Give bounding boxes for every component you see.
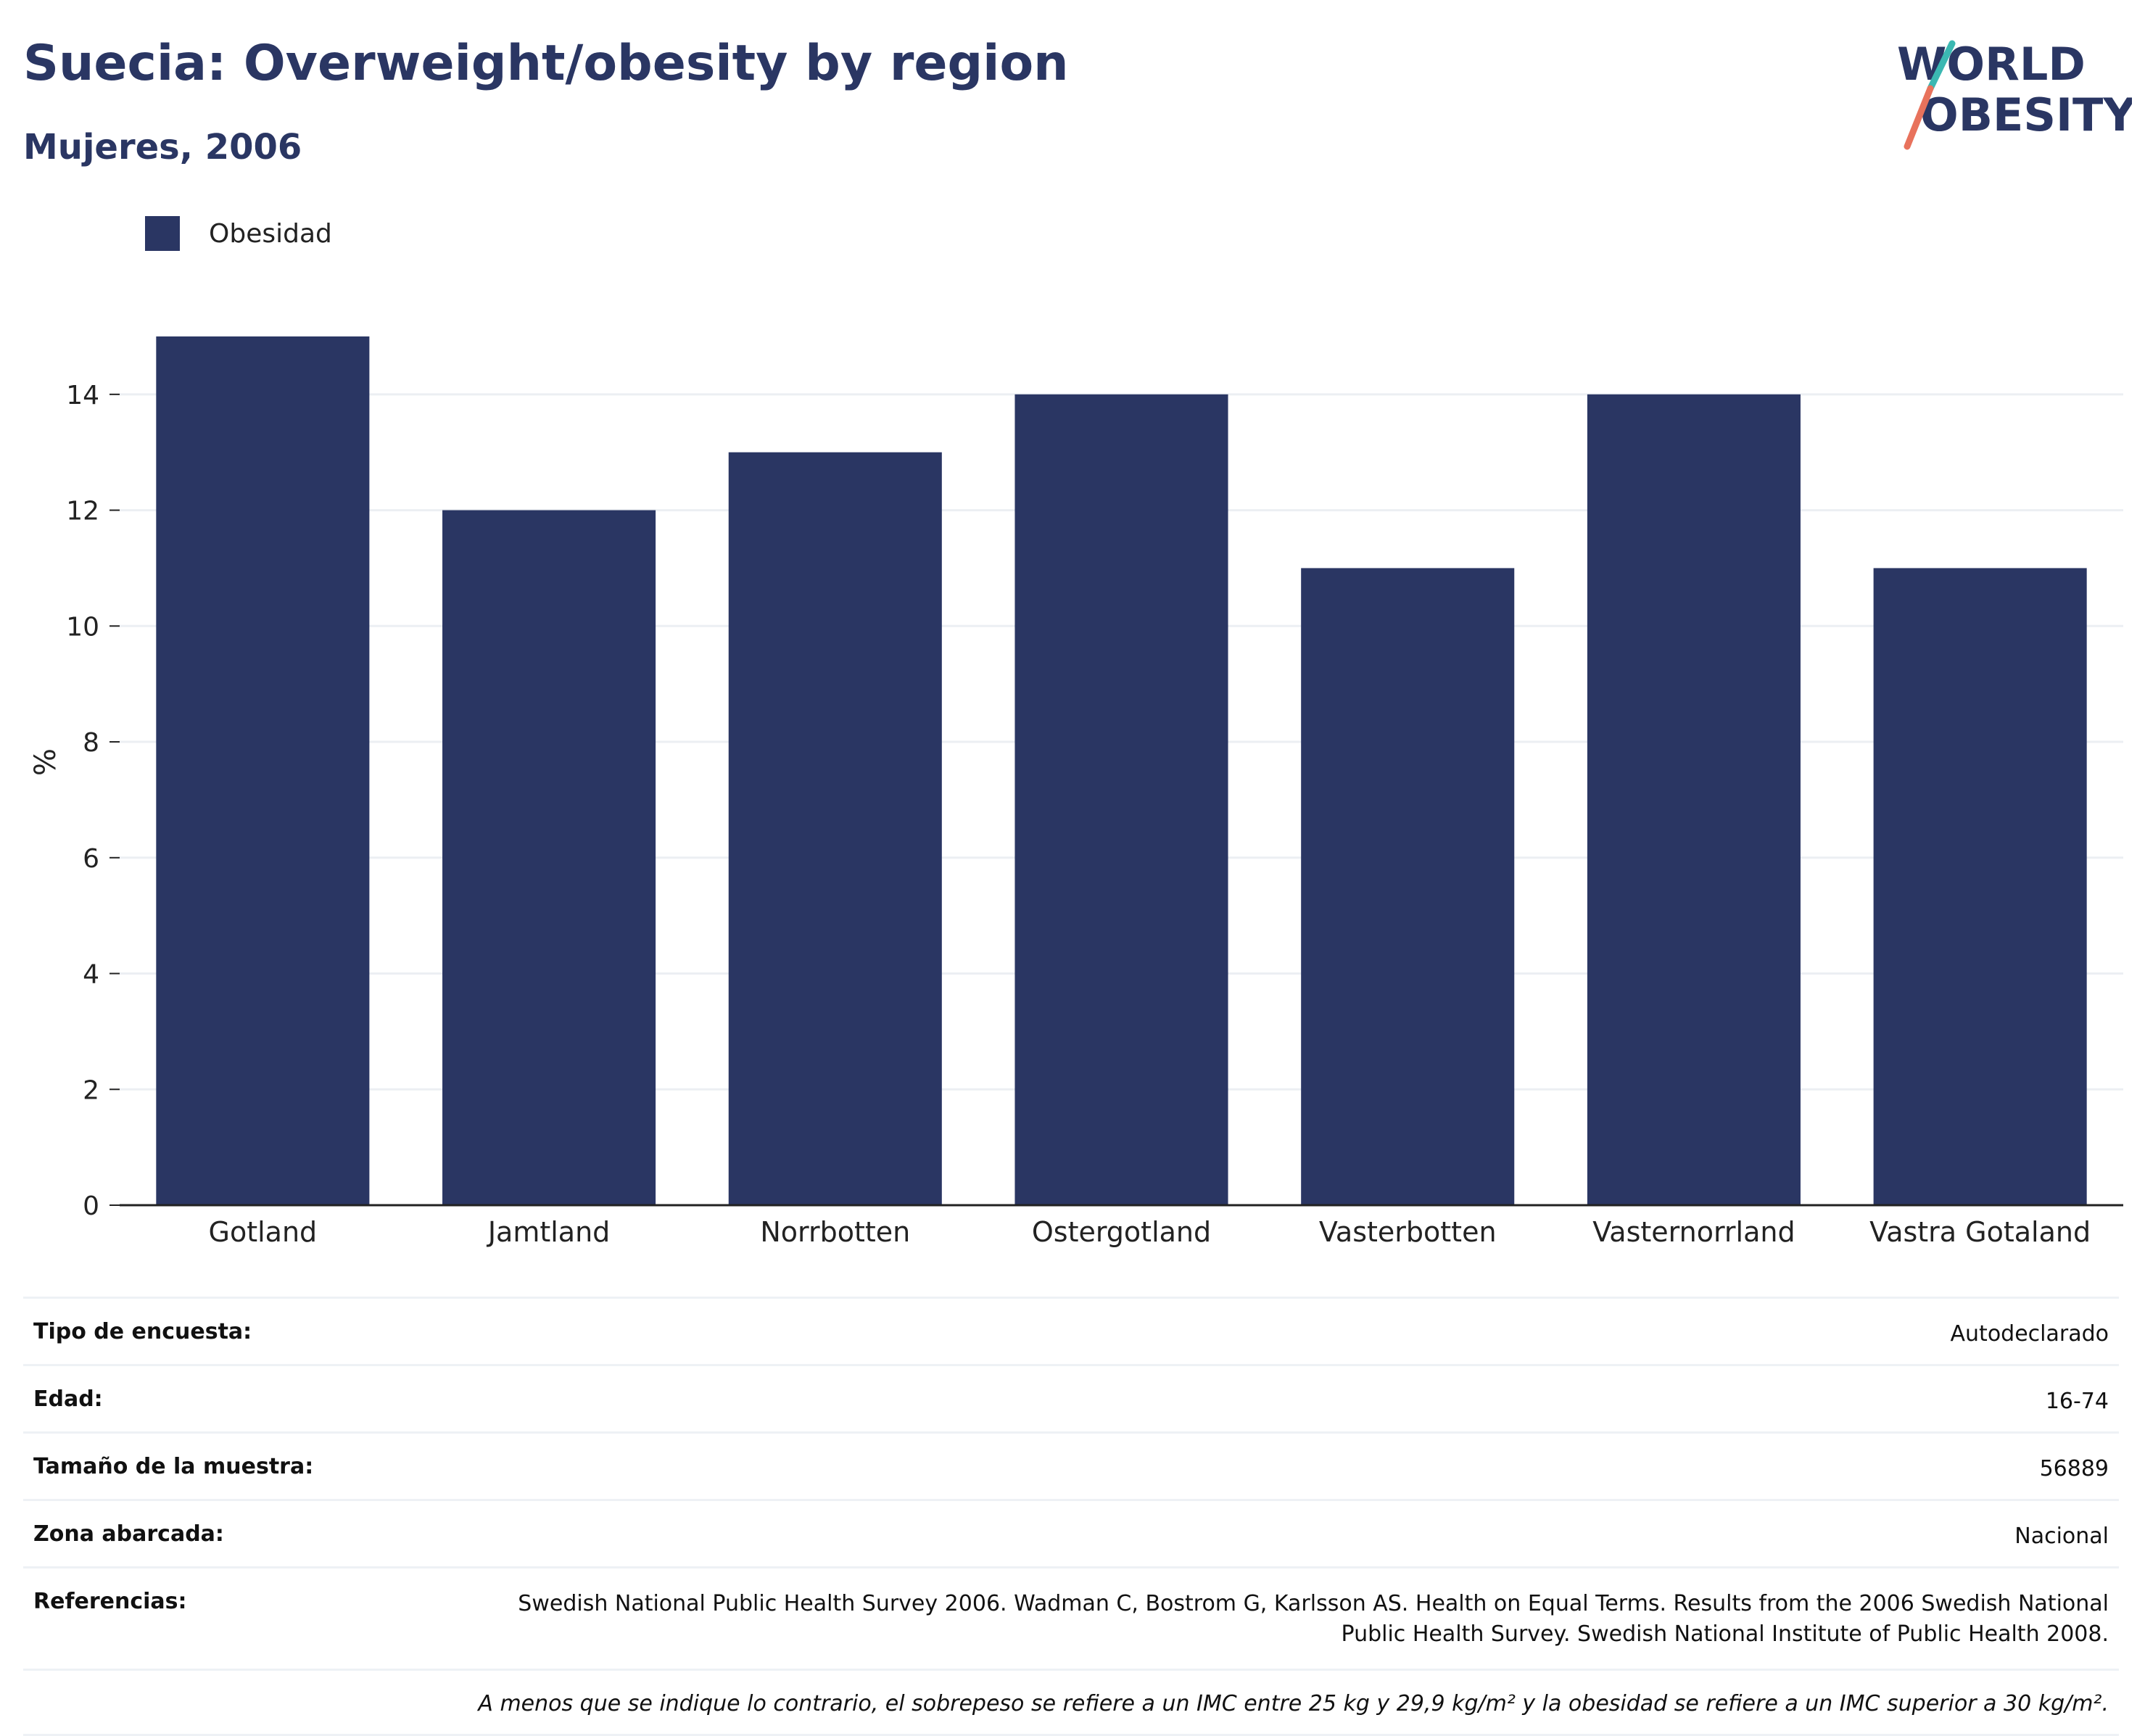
info-value: Nacional xyxy=(2014,1524,2109,1549)
info-value: Autodeclarado xyxy=(1950,1321,2109,1347)
info-row-sample-size: Tamaño de la muestra: 56889 xyxy=(23,1431,2119,1499)
y-tick-label: 4 xyxy=(83,960,99,990)
info-key: Zona abarcada: xyxy=(33,1521,224,1547)
logo-line2: OBESITY xyxy=(1920,88,2132,141)
y-tick-label: 14 xyxy=(66,381,99,410)
bar-gotland xyxy=(156,336,370,1205)
y-tick-label: 12 xyxy=(66,497,99,526)
logo-line1: WORLD xyxy=(1897,38,2086,91)
y-tick-label: 0 xyxy=(83,1191,99,1221)
info-value: 16-74 xyxy=(2045,1389,2109,1414)
bar-norrbotten xyxy=(728,452,942,1205)
world-obesity-logo: WORLD OBESITY xyxy=(1897,38,2132,150)
x-tick-label: Norrbotten xyxy=(760,1216,910,1248)
bar-ostergotland xyxy=(1014,394,1228,1205)
x-tick-label: Gotland xyxy=(209,1216,318,1248)
bar-vastra-gotaland xyxy=(1873,568,2087,1205)
bar-chart: 0 2 4 6 8 10 12 14% Gotland Jamtland Norrbotten Ost… xyxy=(29,336,2123,1248)
bar-vasterbotten xyxy=(1301,568,1515,1205)
logo-slash-top xyxy=(1927,40,1956,92)
y-axis-label: % xyxy=(29,748,62,776)
info-table: Tipo de encuesta: Autodeclarado Edad: 16… xyxy=(23,1297,2119,1736)
bar-jamtland xyxy=(442,510,656,1205)
legend-swatch-obesidad xyxy=(145,216,180,251)
legend-label-obesidad: Obesidad xyxy=(209,218,332,249)
info-key: Referencias: xyxy=(33,1589,187,1614)
x-tick-label: Vastra Gotaland xyxy=(1869,1216,2091,1248)
info-key: Tamaño de la muestra: xyxy=(33,1454,314,1479)
footnote: A menos que se indique lo contrario, el … xyxy=(23,1669,2119,1736)
x-tick-label: Ostergotland xyxy=(1032,1216,1211,1248)
info-row-survey-type: Tipo de encuesta: Autodeclarado xyxy=(23,1297,2119,1364)
info-row-references: Referencias: Swedish National Public Hea… xyxy=(23,1566,2119,1669)
chart-title: Suecia: Overweight/obesity by region xyxy=(23,35,1069,92)
y-tick-label: 10 xyxy=(66,612,99,642)
y-tick-label: 2 xyxy=(83,1075,99,1105)
info-value: 56889 xyxy=(2039,1456,2109,1481)
x-tick-label: Vasternorrland xyxy=(1592,1216,1795,1248)
chart-subtitle: Mujeres, 2006 xyxy=(23,127,302,168)
info-key: Edad: xyxy=(33,1386,103,1412)
x-tick-label: Jamtland xyxy=(487,1216,610,1248)
bar-vasternorrland xyxy=(1587,394,1801,1205)
info-row-age: Edad: 16-74 xyxy=(23,1364,2119,1431)
info-key: Tipo de encuesta: xyxy=(33,1319,252,1344)
logo-slash-bottom xyxy=(1904,85,1934,150)
legend[interactable]: Obesidad xyxy=(145,216,332,251)
info-value: Swedish National Public Health Survey 20… xyxy=(518,1591,2109,1647)
y-tick-label: 8 xyxy=(83,728,99,758)
y-tick-label: 6 xyxy=(83,844,99,874)
x-tick-label: Vasterbotten xyxy=(1319,1216,1497,1248)
info-row-area: Zona abarcada: Nacional xyxy=(23,1499,2119,1566)
